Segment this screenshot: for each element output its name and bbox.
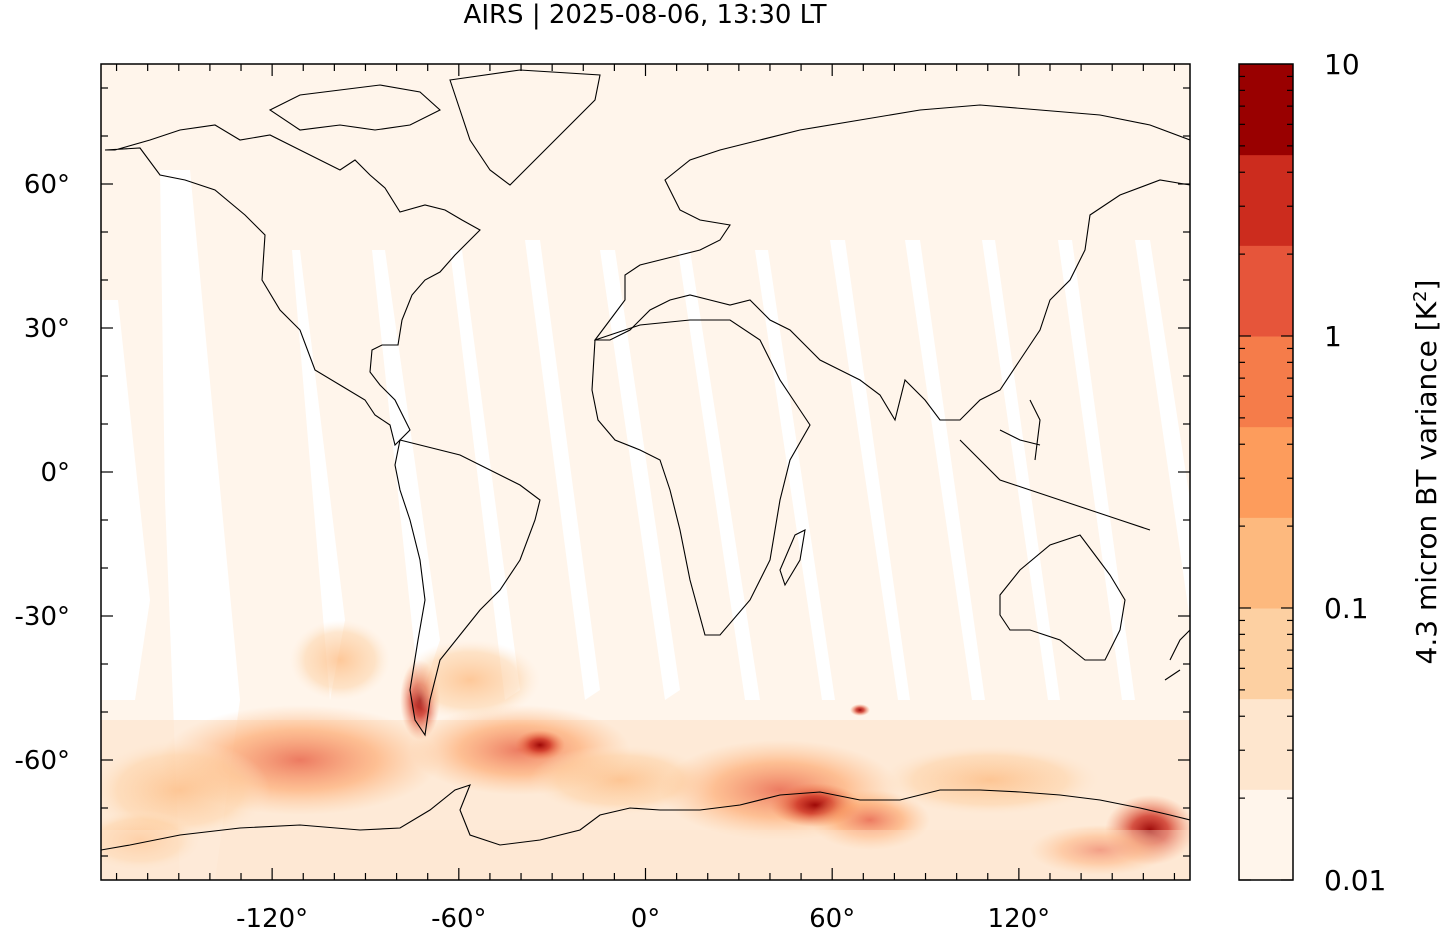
y-tick-label: 0° bbox=[40, 458, 70, 488]
colorbar-band bbox=[1239, 336, 1293, 428]
colorbar-tick-label: 1 bbox=[1324, 320, 1342, 353]
variance-field bbox=[101, 620, 1190, 880]
plot-title: AIRS | 2025-08-06, 13:30 LT bbox=[463, 0, 827, 30]
colorbar-frame bbox=[1238, 63, 1294, 881]
swath-gap bbox=[1135, 240, 1190, 620]
y-tick-label: 30° bbox=[24, 314, 70, 344]
swath-gap bbox=[450, 250, 520, 700]
colorbar-tick-label: 0.01 bbox=[1324, 864, 1386, 897]
colorbar: 10 1 0.1 0.01 4.3 micron BT variance [K2] bbox=[1238, 48, 1442, 897]
colorbar-band bbox=[1239, 698, 1293, 790]
swath-gap bbox=[160, 170, 240, 880]
coastline-north-america bbox=[104, 124, 481, 447]
coastline-madagascar bbox=[779, 529, 806, 587]
colorbar-tick-label: 0.1 bbox=[1324, 592, 1369, 625]
x-tick-label: 120° bbox=[988, 904, 1051, 930]
swath-gap bbox=[600, 250, 680, 700]
x-tick-label: 0° bbox=[631, 904, 661, 930]
colorbar-band bbox=[1239, 64, 1293, 156]
swath-gap bbox=[982, 240, 1060, 700]
map-panel bbox=[101, 64, 1190, 880]
colorbar-band bbox=[1239, 608, 1293, 700]
colorbar-bands bbox=[1239, 64, 1293, 881]
swath-gap bbox=[905, 240, 985, 700]
coastline-australia bbox=[999, 534, 1126, 661]
coastline-south-america bbox=[394, 439, 541, 737]
map-ticks bbox=[101, 64, 1190, 880]
coastline-greenland bbox=[449, 69, 601, 186]
colorbar-ticks bbox=[1239, 75, 1293, 881]
colorbar-band bbox=[1239, 517, 1293, 609]
swath-gap bbox=[525, 240, 600, 700]
coastline-arctic-islands bbox=[268, 84, 441, 131]
y-tick-label: -60° bbox=[15, 746, 70, 776]
coastlines bbox=[101, 69, 1190, 851]
colorbar-tick-labels: 10 1 0.1 0.01 bbox=[1324, 48, 1386, 897]
coastline-antarctica bbox=[101, 784, 1190, 851]
swath-gap bbox=[292, 250, 345, 700]
colorbar-band bbox=[1239, 245, 1293, 337]
swath-gap bbox=[830, 240, 910, 700]
y-tick-label: -30° bbox=[15, 602, 70, 632]
swath-gap bbox=[678, 250, 760, 700]
colorbar-band bbox=[1239, 154, 1293, 246]
y-tick-label: 60° bbox=[24, 170, 70, 200]
colorbar-label: 4.3 micron BT variance [K2] bbox=[1410, 280, 1442, 665]
swath-gap bbox=[755, 250, 835, 700]
coastline-africa bbox=[591, 319, 811, 636]
x-tick-label: -120° bbox=[236, 904, 308, 930]
coastline-southeast-asia bbox=[959, 399, 1151, 531]
swath-gap bbox=[101, 300, 150, 700]
x-tick-label: 60° bbox=[809, 904, 855, 930]
colorbar-tick-label: 10 bbox=[1324, 48, 1360, 81]
coastline-eurasia bbox=[593, 104, 1190, 422]
x-tick-label: -60° bbox=[431, 904, 486, 930]
coastline-new-zealand bbox=[1164, 629, 1190, 681]
colorbar-band bbox=[1239, 426, 1293, 518]
map-tick-labels: -120° -60° 0° 60° 120° 60° 30° 0° -30° -60° bbox=[15, 170, 1051, 930]
colorbar-band bbox=[1239, 789, 1293, 881]
